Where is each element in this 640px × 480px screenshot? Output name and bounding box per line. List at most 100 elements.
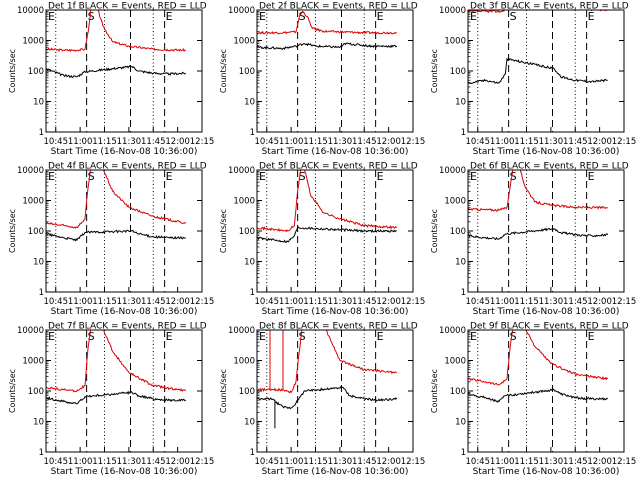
series-lld-line (257, 10, 397, 35)
x-tick-label: 11:00 (490, 457, 515, 467)
interval-marker: E (588, 10, 595, 23)
series-events-line (257, 226, 397, 243)
x-tick-label: 11:30 (539, 457, 564, 467)
x-tick-label: 11:00 (68, 137, 93, 147)
y-tick-label: 100 (239, 67, 255, 77)
y-tick-label: 1000 (444, 37, 466, 47)
y-axis-label: Counts/sec (8, 369, 17, 413)
x-tick-label: 11:15 (92, 297, 117, 307)
panel-title: Det 6f BLACK = Events, RED = LLD (470, 162, 629, 172)
interval-marker: E (48, 330, 55, 343)
y-tick-label: 10000 (17, 6, 44, 16)
y-tick-label: 1000 (444, 197, 466, 207)
plot-frame (45, 9, 203, 133)
x-tick-label: 12:15 (190, 297, 215, 307)
x-tick-label: 11:15 (514, 457, 539, 467)
interval-marker: E (48, 10, 55, 23)
y-axis-label: Counts/sec (219, 49, 228, 93)
y-axis-label: Counts/sec (8, 49, 17, 93)
x-axis-label: Start Time (16-Nov-08 10:36:00) (473, 147, 620, 157)
x-tick-label: 11:30 (117, 137, 142, 147)
x-tick-label: 11:15 (514, 297, 539, 307)
x-tick-label: 11:30 (539, 297, 564, 307)
y-tick-label: 100 (28, 227, 44, 237)
y-tick-label: 1 (39, 448, 44, 458)
plot-frame (256, 9, 414, 133)
series-events-line (257, 385, 398, 429)
series-events-line (468, 227, 609, 241)
panel-title: Det 2f BLACK = Events, RED = LLD (259, 2, 418, 12)
plot-frame (45, 329, 203, 453)
interval-marker: E (377, 330, 384, 343)
interval-marker: E (588, 170, 595, 183)
plot-frame (467, 169, 625, 293)
x-tick-label: 12:15 (401, 297, 426, 307)
interval-marker: S (510, 170, 517, 183)
interval-marker: E (470, 330, 477, 343)
y-tick-label: 1000 (233, 37, 255, 47)
x-tick-label: 10:45 (44, 457, 69, 467)
y-tick-label: 10 (244, 98, 255, 108)
panel-title: Det 5f BLACK = Events, RED = LLD (259, 162, 418, 172)
x-tick-label: 12:00 (165, 137, 190, 147)
interval-marker: E (259, 330, 266, 343)
interval-marker: S (510, 10, 517, 23)
y-tick-label: 100 (450, 227, 466, 237)
x-tick-label: 12:00 (165, 297, 190, 307)
x-tick-label: 10:45 (466, 457, 491, 467)
y-axis-label: Counts/sec (430, 209, 439, 253)
x-tick-label: 10:45 (466, 137, 491, 147)
y-axis-label: Counts/sec (219, 369, 228, 413)
series-events-line (257, 42, 398, 51)
panel-title: Det 7f BLACK = Events, RED = LLD (48, 322, 207, 332)
y-tick-label: 10 (33, 418, 44, 428)
plot-frame (467, 9, 625, 133)
x-axis-label: Start Time (16-Nov-08 10:36:00) (262, 147, 409, 157)
x-tick-label: 11:30 (539, 137, 564, 147)
x-tick-label: 12:00 (587, 137, 612, 147)
y-tick-label: 10 (244, 258, 255, 268)
x-tick-label: 11:15 (303, 137, 328, 147)
x-tick-label: 11:00 (68, 457, 93, 467)
y-tick-label: 10000 (439, 6, 466, 16)
y-tick-label: 1 (461, 448, 466, 458)
x-tick-label: 11:45 (352, 297, 377, 307)
interval-marker: E (166, 10, 173, 23)
x-tick-label: 11:45 (563, 297, 588, 307)
y-tick-label: 10000 (17, 166, 44, 176)
x-tick-label: 11:45 (563, 137, 588, 147)
x-tick-label: 11:00 (490, 137, 515, 147)
interval-marker: S (299, 330, 306, 343)
panel-title: Det 3f BLACK = Events, RED = LLD (470, 2, 629, 12)
series-lld-line (46, 10, 186, 53)
interval-marker: E (166, 330, 173, 343)
x-tick-label: 11:00 (279, 457, 304, 467)
interval-marker: E (588, 330, 595, 343)
x-tick-label: 12:00 (587, 297, 612, 307)
y-axis-label: Counts/sec (430, 49, 439, 93)
x-tick-label: 11:30 (328, 297, 353, 307)
series-events-line (468, 388, 609, 403)
x-axis-label: Start Time (16-Nov-08 10:36:00) (473, 307, 620, 317)
y-tick-label: 1000 (22, 357, 44, 367)
y-axis-label: Counts/sec (219, 209, 228, 253)
y-tick-label: 1000 (22, 37, 44, 47)
series-events-line (46, 65, 187, 78)
interval-marker: E (259, 170, 266, 183)
interval-marker: S (299, 170, 306, 183)
interval-marker: E (377, 10, 384, 23)
y-axis-label: Counts/sec (430, 369, 439, 413)
y-axis-label: Counts/sec (8, 209, 17, 253)
interval-marker: S (88, 330, 95, 343)
x-axis-label: Start Time (16-Nov-08 10:36:00) (262, 467, 409, 477)
interval-marker: S (510, 330, 517, 343)
y-tick-label: 1000 (444, 357, 466, 367)
series-events-line (46, 229, 186, 242)
y-tick-label: 10 (455, 98, 466, 108)
x-tick-label: 12:00 (165, 457, 190, 467)
